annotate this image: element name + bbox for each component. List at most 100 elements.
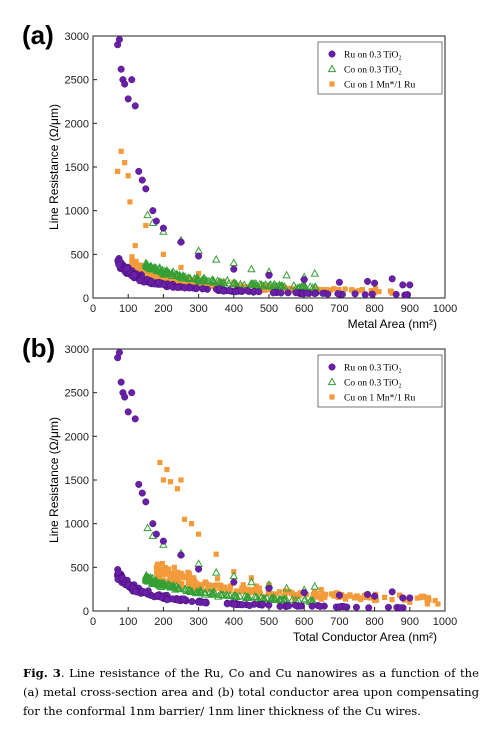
data-point bbox=[257, 590, 263, 596]
data-point bbox=[177, 551, 185, 559]
data-point bbox=[201, 599, 209, 607]
y-tick-label: 1000 bbox=[65, 519, 89, 531]
x-tick-label: 700 bbox=[330, 616, 348, 628]
data-point bbox=[197, 276, 207, 284]
x-tick-label: 300 bbox=[189, 303, 207, 315]
legend-box bbox=[317, 354, 443, 408]
x-tick-label: 600 bbox=[295, 303, 313, 315]
data-point bbox=[171, 564, 177, 570]
data-point bbox=[303, 289, 311, 297]
data-point bbox=[310, 581, 320, 590]
data-point bbox=[181, 516, 188, 522]
data-point bbox=[266, 280, 275, 288]
x-tick-label: 1000 bbox=[433, 616, 457, 628]
data-point bbox=[237, 282, 244, 288]
data-point bbox=[158, 265, 167, 274]
data-point bbox=[160, 477, 166, 483]
data-point bbox=[180, 595, 188, 603]
data-point bbox=[289, 590, 295, 596]
data-point bbox=[127, 199, 133, 205]
data-point bbox=[180, 272, 190, 280]
data-point bbox=[178, 264, 184, 271]
data-point bbox=[186, 579, 192, 586]
data-point bbox=[243, 287, 251, 295]
data-point bbox=[195, 565, 203, 573]
data-point bbox=[227, 587, 233, 594]
data-point bbox=[169, 575, 175, 581]
data-point bbox=[191, 575, 197, 581]
data-point bbox=[141, 575, 151, 583]
data-point bbox=[131, 415, 139, 423]
data-point bbox=[267, 593, 277, 602]
data-point bbox=[149, 207, 157, 215]
data-point bbox=[155, 278, 163, 286]
data-point bbox=[199, 285, 207, 293]
data-point bbox=[352, 603, 360, 611]
data-point bbox=[217, 590, 227, 599]
data-point bbox=[392, 290, 400, 298]
legend-marker bbox=[327, 64, 337, 73]
data-point bbox=[230, 591, 240, 600]
data-point bbox=[368, 290, 376, 298]
data-point bbox=[289, 281, 299, 289]
data-point bbox=[425, 595, 432, 601]
data-point bbox=[224, 587, 230, 593]
data-point bbox=[252, 592, 261, 601]
data-point bbox=[343, 596, 349, 602]
data-point bbox=[308, 283, 317, 291]
x-tick-label: 1000 bbox=[433, 303, 457, 315]
data-point bbox=[225, 286, 233, 294]
data-point bbox=[167, 479, 174, 485]
data-point bbox=[317, 287, 323, 293]
data-point bbox=[172, 576, 178, 582]
data-point bbox=[406, 281, 414, 289]
y-tick-label: 500 bbox=[71, 249, 89, 261]
x-tick-label: 500 bbox=[260, 616, 278, 628]
data-point bbox=[334, 290, 342, 298]
data-point bbox=[331, 286, 337, 292]
data-point bbox=[198, 282, 204, 288]
legend-entry: Ru on 0.3 TiO₂ bbox=[344, 364, 402, 374]
data-point bbox=[265, 271, 273, 279]
data-point bbox=[175, 584, 184, 593]
legend-marker bbox=[329, 394, 335, 400]
data-point bbox=[118, 148, 124, 154]
x-tick-label: 400 bbox=[225, 616, 243, 628]
data-point bbox=[142, 498, 150, 506]
data-point bbox=[365, 604, 373, 612]
data-point bbox=[181, 284, 189, 292]
data-point bbox=[282, 583, 291, 592]
x-tick-label: 200 bbox=[154, 616, 172, 628]
y-tick-label: 1000 bbox=[65, 206, 89, 218]
data-point bbox=[253, 583, 260, 589]
data-point bbox=[342, 286, 348, 292]
data-point bbox=[255, 288, 263, 296]
data-point bbox=[376, 288, 382, 295]
data-point bbox=[364, 590, 372, 598]
data-point bbox=[252, 586, 258, 593]
data-point bbox=[399, 594, 407, 602]
x-tick-label: 0 bbox=[90, 303, 96, 315]
data-point bbox=[240, 582, 246, 588]
data-point bbox=[149, 579, 158, 587]
data-point bbox=[142, 571, 151, 580]
data-point bbox=[154, 561, 161, 567]
data-point bbox=[238, 601, 246, 609]
data-point bbox=[320, 594, 327, 600]
data-point bbox=[282, 270, 291, 279]
y-tick-label: 1500 bbox=[65, 475, 89, 487]
data-point bbox=[131, 587, 139, 595]
legend-marker bbox=[328, 363, 336, 371]
data-point bbox=[269, 289, 277, 297]
data-point bbox=[121, 80, 129, 88]
data-point bbox=[403, 291, 411, 299]
data-point bbox=[240, 588, 246, 594]
data-point bbox=[180, 574, 186, 580]
data-point bbox=[138, 489, 146, 497]
data-point bbox=[348, 287, 355, 293]
x-tick-label: 300 bbox=[189, 616, 207, 628]
data-point bbox=[371, 279, 379, 287]
data-point bbox=[159, 560, 165, 567]
x-axis-label: Metal Area (nm²) bbox=[348, 317, 437, 331]
data-point bbox=[142, 185, 150, 193]
